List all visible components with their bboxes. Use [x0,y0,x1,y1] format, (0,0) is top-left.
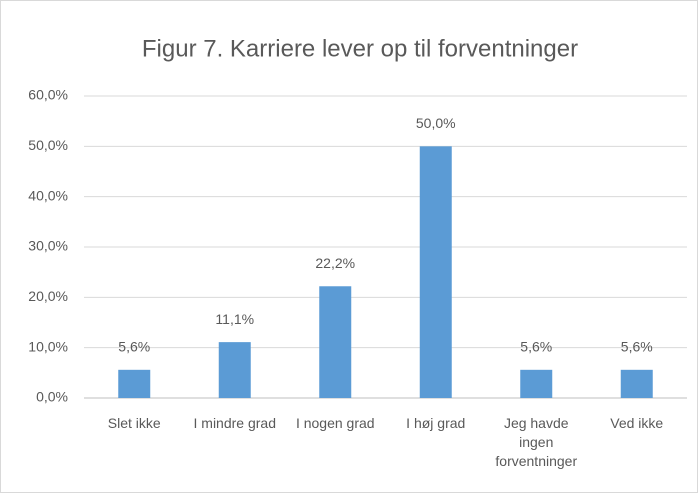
x-tick-label: Slet ikke [107,415,161,431]
data-label: 22,2% [315,255,355,271]
data-label: 5,6% [621,339,653,355]
x-tick-label: I høj grad [406,415,466,431]
x-tick-label: I mindre grad [193,415,276,431]
x-tick-label: I nogen grad [295,415,375,431]
x-tick-label: Ved ikke [610,415,664,431]
data-label: 50,0% [416,115,456,131]
y-tick-label: 30,0% [28,238,68,254]
bar [218,342,251,398]
bar [319,286,352,398]
y-tick-label: 20,0% [28,288,68,304]
bar [118,369,151,398]
y-tick-label: 60,0% [28,87,68,103]
data-label: 5,6% [118,339,150,355]
data-label: 5,6% [520,339,552,355]
bar [419,146,452,398]
y-tick-label: 0,0% [36,389,68,405]
data-label: 11,1% [215,311,254,327]
y-tick-label: 40,0% [28,187,68,203]
bar [520,369,553,398]
y-tick-label: 50,0% [28,137,68,153]
bar [620,369,653,398]
x-tick-label: Jeg havde ingen forventninger [495,415,578,469]
chart-title: Figur 7. Karriere lever op til forventni… [142,35,578,62]
y-tick-label: 10,0% [28,338,68,354]
